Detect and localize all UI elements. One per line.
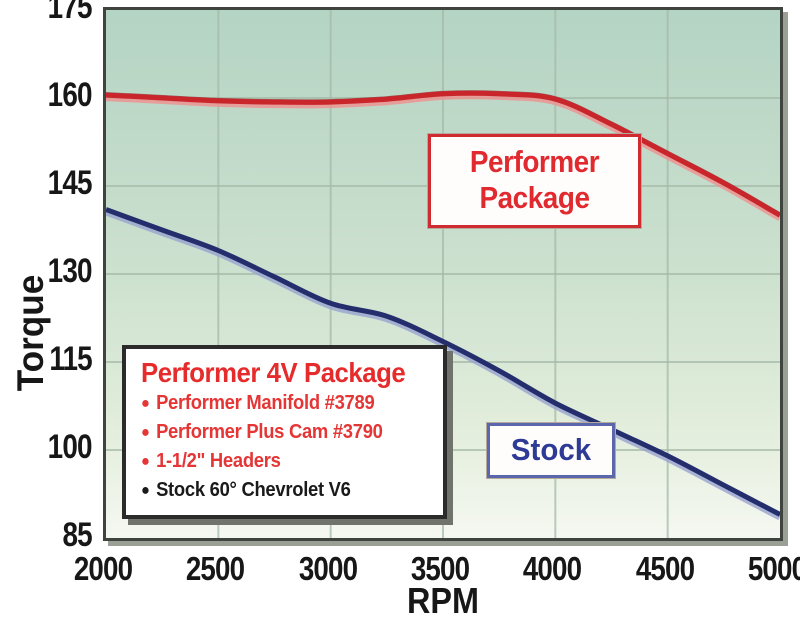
legend-item-text: Stock 60° Chevrolet V6 xyxy=(156,479,351,501)
stock-label: Stock xyxy=(487,423,615,478)
bullet-icon: ● xyxy=(141,482,150,499)
bullet-icon: ● xyxy=(141,453,150,470)
y-tick-label: 115 xyxy=(49,340,92,378)
legend-item: ● 1-1/2" Headers xyxy=(141,447,419,476)
stock-label-text: Stock xyxy=(510,432,592,467)
bullet-icon: ● xyxy=(141,395,150,412)
bullet-icon: ● xyxy=(141,424,150,441)
x-tick-label: 5000 xyxy=(747,550,800,587)
x-tick-label: 2000 xyxy=(73,550,133,587)
x-axis-title: RPM xyxy=(407,580,479,621)
series-performer-package xyxy=(106,90,780,221)
legend-item-text: Performer Plus Cam #3790 xyxy=(156,421,383,443)
x-tick-label: 2500 xyxy=(186,550,245,587)
x-tick-label: 3500 xyxy=(410,550,470,587)
legend-item: ● Stock 60° Chevrolet V6 xyxy=(141,476,419,505)
performer-package-label-line1: Performer xyxy=(469,144,600,179)
y-axis-title: Torque xyxy=(10,274,51,392)
legend-box: Performer 4V Package ● Performer Manifold… xyxy=(122,345,447,519)
y-tick-label: 145 xyxy=(47,164,93,202)
x-tick-label: 3000 xyxy=(298,550,357,587)
legend-item-text: 1-1/2" Headers xyxy=(156,450,281,472)
performer-package-label-line2: Package xyxy=(479,180,590,215)
y-tick-label: 85 xyxy=(62,516,93,554)
performer-package-label: Performer Package xyxy=(428,134,641,228)
y-tick-label: 100 xyxy=(47,428,93,466)
legend-item: ● Performer Manifold #3789 xyxy=(141,389,419,418)
y-tick-label: 160 xyxy=(47,76,93,114)
legend-item-text: Performer Manifold #3789 xyxy=(156,392,375,414)
y-tick-label: 130 xyxy=(47,252,93,290)
legend-item: ● Performer Plus Cam #3790 xyxy=(141,418,419,447)
legend-title: Performer 4V Package xyxy=(141,357,406,388)
y-tick-label: 175 xyxy=(47,0,93,26)
x-tick-label: 4500 xyxy=(635,550,694,587)
series-stock xyxy=(106,207,780,521)
x-tick-label: 4000 xyxy=(523,550,582,587)
